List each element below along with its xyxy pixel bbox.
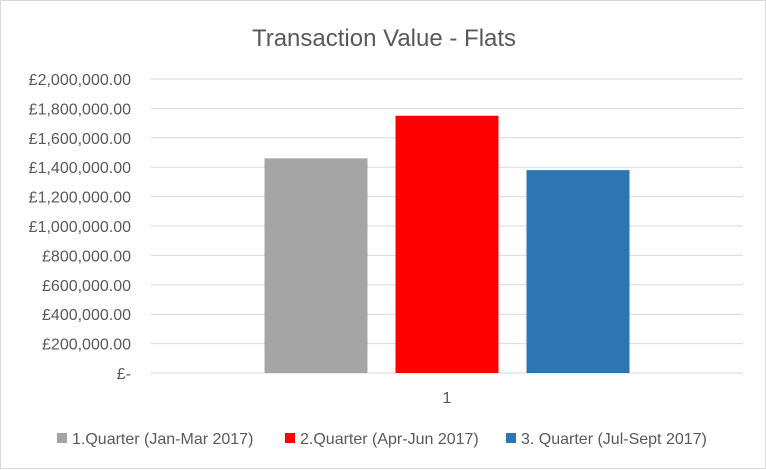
legend-swatch-2 bbox=[285, 433, 295, 443]
y-tick-label: £1,400,000.00 bbox=[29, 160, 131, 177]
y-tick-label: £800,000.00 bbox=[42, 248, 131, 265]
bar-series-3 bbox=[526, 170, 630, 373]
chart-title: Transaction Value - Flats bbox=[252, 25, 516, 52]
legend-label-2: 2.Quarter (Apr-Jun 2017) bbox=[300, 431, 479, 448]
y-tick-label: £200,000.00 bbox=[42, 337, 131, 354]
bars bbox=[264, 115, 630, 373]
y-tick-label: £1,000,000.00 bbox=[29, 219, 131, 236]
y-tick-label: £600,000.00 bbox=[42, 278, 131, 295]
legend-label-1: 1.Quarter (Jan-Mar 2017) bbox=[72, 431, 253, 448]
y-tick-label: £1,600,000.00 bbox=[29, 131, 131, 148]
legend-swatch-3 bbox=[506, 433, 516, 443]
bar-series-1 bbox=[264, 158, 368, 373]
y-tick-label: £400,000.00 bbox=[42, 307, 131, 324]
y-axis-ticks: £- £200,000.00 £400,000.00 £600,000.00 £800,… bbox=[29, 72, 131, 383]
x-tick-label: 1 bbox=[443, 390, 452, 407]
y-tick-label: £- bbox=[117, 366, 131, 383]
legend-label-3: 3. Quarter (Jul-Sept 2017) bbox=[521, 431, 707, 448]
bar-series-2 bbox=[395, 115, 499, 373]
legend: 1.Quarter (Jan-Mar 2017) 2.Quarter (Apr-J… bbox=[57, 431, 707, 448]
y-tick-label: £1,800,000.00 bbox=[29, 101, 131, 118]
y-tick-label: £1,200,000.00 bbox=[29, 190, 131, 207]
x-axis-ticks: 1 bbox=[443, 390, 452, 407]
y-tick-label: £2,000,000.00 bbox=[29, 72, 131, 89]
legend-swatch-1 bbox=[57, 433, 67, 443]
